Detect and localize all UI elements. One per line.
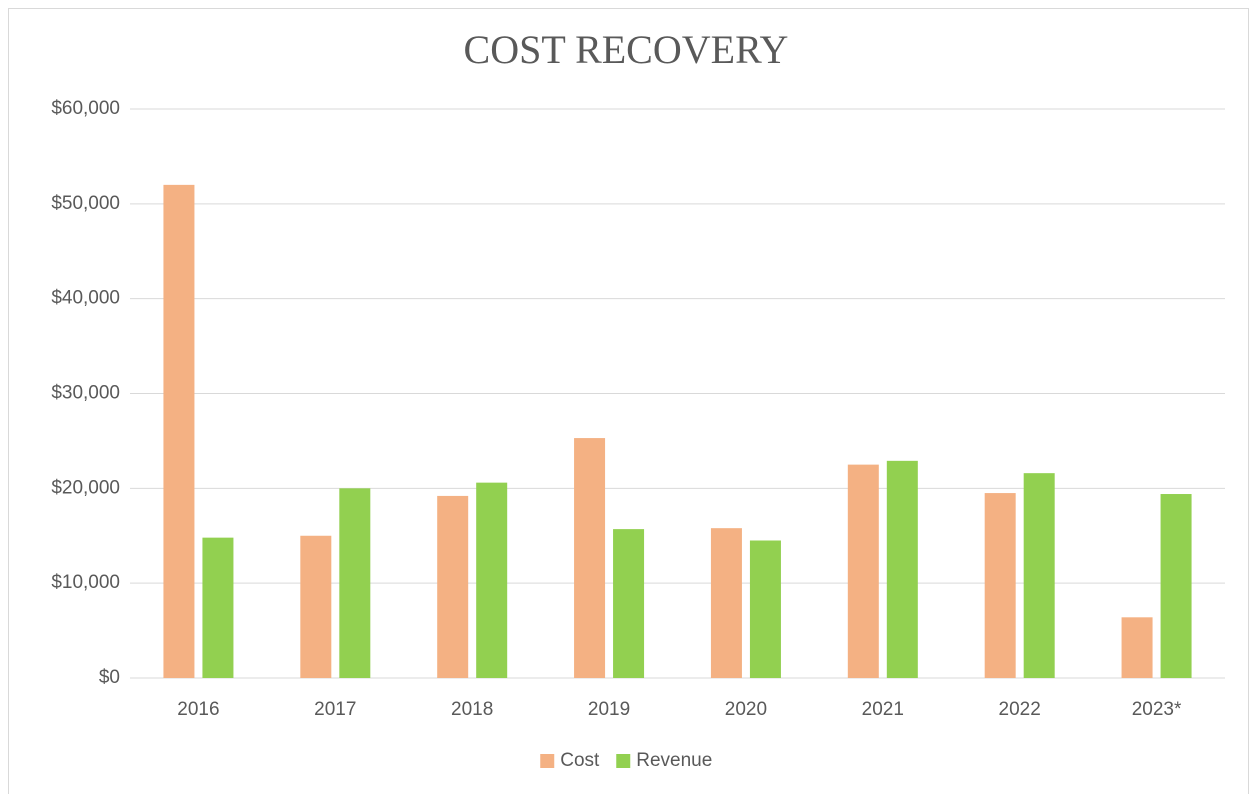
y-tick-label: $60,000 [51, 98, 120, 119]
x-tick-label: 2018 [451, 699, 493, 720]
legend-label: Cost [560, 750, 600, 771]
legend-swatch [540, 754, 555, 768]
x-tick-label: 2020 [725, 699, 767, 720]
x-tick-label: 2023* [1132, 699, 1182, 720]
chart-title: COST RECOVERY [464, 27, 789, 72]
bar [574, 438, 606, 678]
x-tick-label: 2017 [314, 699, 356, 720]
bar [1121, 617, 1153, 678]
y-tick-label: $10,000 [51, 572, 120, 593]
legend-label: Revenue [636, 750, 712, 771]
bar [847, 464, 879, 678]
bar [749, 540, 781, 678]
bar [300, 535, 332, 678]
bar [710, 528, 742, 678]
bar [476, 482, 508, 678]
bar [613, 529, 645, 678]
bar [1023, 473, 1055, 678]
legend-swatch [616, 754, 631, 768]
bar [886, 460, 918, 678]
bar [339, 488, 371, 678]
bar [1160, 494, 1192, 678]
y-tick-label: $0 [99, 667, 120, 688]
y-tick-label: $50,000 [51, 193, 120, 214]
y-tick-label: $30,000 [51, 383, 120, 404]
bar [437, 495, 469, 678]
x-tick-label: 2016 [177, 699, 219, 720]
bar [202, 537, 234, 678]
bar [163, 184, 195, 678]
x-tick-label: 2022 [999, 699, 1041, 720]
y-tick-label: $20,000 [51, 477, 120, 498]
x-tick-label: 2021 [862, 699, 904, 720]
bar [984, 493, 1016, 678]
y-tick-label: $40,000 [51, 288, 120, 309]
x-tick-label: 2019 [588, 699, 630, 720]
